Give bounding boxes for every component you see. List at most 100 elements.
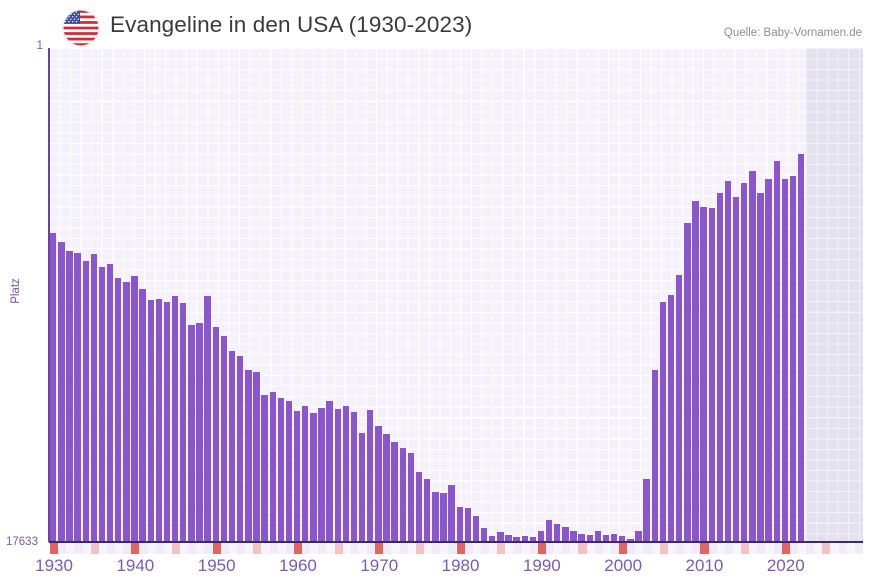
- bar[interactable]: [692, 200, 699, 541]
- decade-marker: [358, 543, 368, 554]
- bar[interactable]: [521, 536, 528, 541]
- bar[interactable]: [440, 493, 447, 541]
- bar[interactable]: [204, 295, 211, 541]
- bar[interactable]: [749, 171, 756, 541]
- bar[interactable]: [90, 253, 98, 541]
- bar[interactable]: [708, 208, 715, 541]
- bar[interactable]: [415, 472, 423, 541]
- bar[interactable]: [277, 398, 285, 541]
- bar[interactable]: [423, 478, 431, 541]
- bar[interactable]: [391, 441, 398, 541]
- bar[interactable]: [293, 410, 301, 541]
- bar[interactable]: [66, 250, 73, 541]
- bar[interactable]: [236, 356, 244, 541]
- bar[interactable]: [741, 182, 748, 541]
- bar[interactable]: [594, 531, 602, 541]
- bar[interactable]: [131, 276, 138, 541]
- bar[interactable]: [562, 527, 569, 541]
- bar[interactable]: [253, 371, 260, 541]
- bar[interactable]: [497, 531, 504, 541]
- bar[interactable]: [643, 479, 650, 541]
- bar[interactable]: [610, 534, 618, 541]
- bar[interactable]: [724, 181, 732, 541]
- bar[interactable]: [358, 433, 366, 541]
- decade-marker: [448, 543, 457, 554]
- bar[interactable]: [383, 433, 390, 541]
- decade-marker: [188, 543, 197, 554]
- bar[interactable]: [212, 327, 219, 541]
- bar[interactable]: [334, 408, 341, 541]
- bar[interactable]: [456, 506, 463, 541]
- bar[interactable]: [578, 533, 585, 541]
- bar[interactable]: [505, 535, 512, 541]
- bar[interactable]: [797, 154, 805, 541]
- bar[interactable]: [139, 289, 146, 541]
- bar[interactable]: [228, 351, 236, 541]
- bar[interactable]: [554, 524, 561, 541]
- bar[interactable]: [188, 324, 195, 541]
- bar[interactable]: [651, 369, 658, 541]
- bar[interactable]: [432, 491, 439, 541]
- bar[interactable]: [147, 299, 154, 541]
- bar[interactable]: [407, 453, 415, 541]
- bar[interactable]: [480, 528, 488, 541]
- bar[interactable]: [106, 264, 114, 541]
- bar[interactable]: [367, 409, 374, 541]
- bar[interactable]: [285, 400, 293, 541]
- bar[interactable]: [115, 277, 122, 541]
- bar[interactable]: [171, 296, 179, 541]
- bar[interactable]: [399, 448, 406, 541]
- bar[interactable]: [716, 193, 724, 541]
- bar[interactable]: [765, 178, 772, 541]
- bar[interactable]: [627, 539, 634, 541]
- bar[interactable]: [464, 508, 472, 541]
- decade-marker: [180, 543, 189, 554]
- decade-marker: [318, 543, 327, 554]
- bar[interactable]: [773, 161, 780, 541]
- bar[interactable]: [757, 193, 764, 541]
- bar[interactable]: [659, 301, 667, 541]
- bar[interactable]: [98, 267, 106, 541]
- bar[interactable]: [732, 196, 740, 541]
- bar[interactable]: [789, 176, 797, 541]
- bar[interactable]: [245, 369, 252, 541]
- bar[interactable]: [50, 233, 57, 541]
- bar[interactable]: [570, 530, 577, 541]
- bar[interactable]: [180, 302, 187, 541]
- bar[interactable]: [489, 535, 496, 541]
- bar[interactable]: [781, 178, 789, 541]
- bar[interactable]: [602, 534, 610, 541]
- bar[interactable]: [448, 485, 455, 541]
- bar[interactable]: [155, 299, 163, 541]
- decade-marker: [342, 543, 351, 554]
- bar[interactable]: [123, 281, 130, 541]
- bar[interactable]: [326, 400, 333, 541]
- bar[interactable]: [310, 412, 317, 541]
- bar[interactable]: [619, 536, 626, 541]
- bar[interactable]: [269, 391, 276, 541]
- bar[interactable]: [318, 407, 325, 541]
- bar[interactable]: [163, 302, 171, 541]
- bar[interactable]: [667, 294, 675, 541]
- bar[interactable]: [537, 530, 545, 541]
- bar[interactable]: [58, 241, 65, 541]
- bar[interactable]: [700, 206, 707, 541]
- bar[interactable]: [472, 515, 480, 541]
- bar[interactable]: [342, 406, 350, 541]
- bar[interactable]: [375, 426, 382, 541]
- bar[interactable]: [350, 411, 358, 541]
- bar[interactable]: [220, 335, 228, 541]
- bar[interactable]: [545, 520, 553, 541]
- bar[interactable]: [82, 260, 89, 541]
- bar[interactable]: [684, 223, 691, 541]
- bar[interactable]: [513, 536, 520, 541]
- bar[interactable]: [529, 537, 537, 541]
- bar[interactable]: [74, 253, 81, 541]
- bar[interactable]: [261, 394, 268, 541]
- bar[interactable]: [196, 323, 203, 541]
- bar[interactable]: [676, 274, 683, 541]
- bar[interactable]: [586, 534, 593, 541]
- bar[interactable]: [635, 530, 642, 541]
- bar[interactable]: [302, 406, 309, 541]
